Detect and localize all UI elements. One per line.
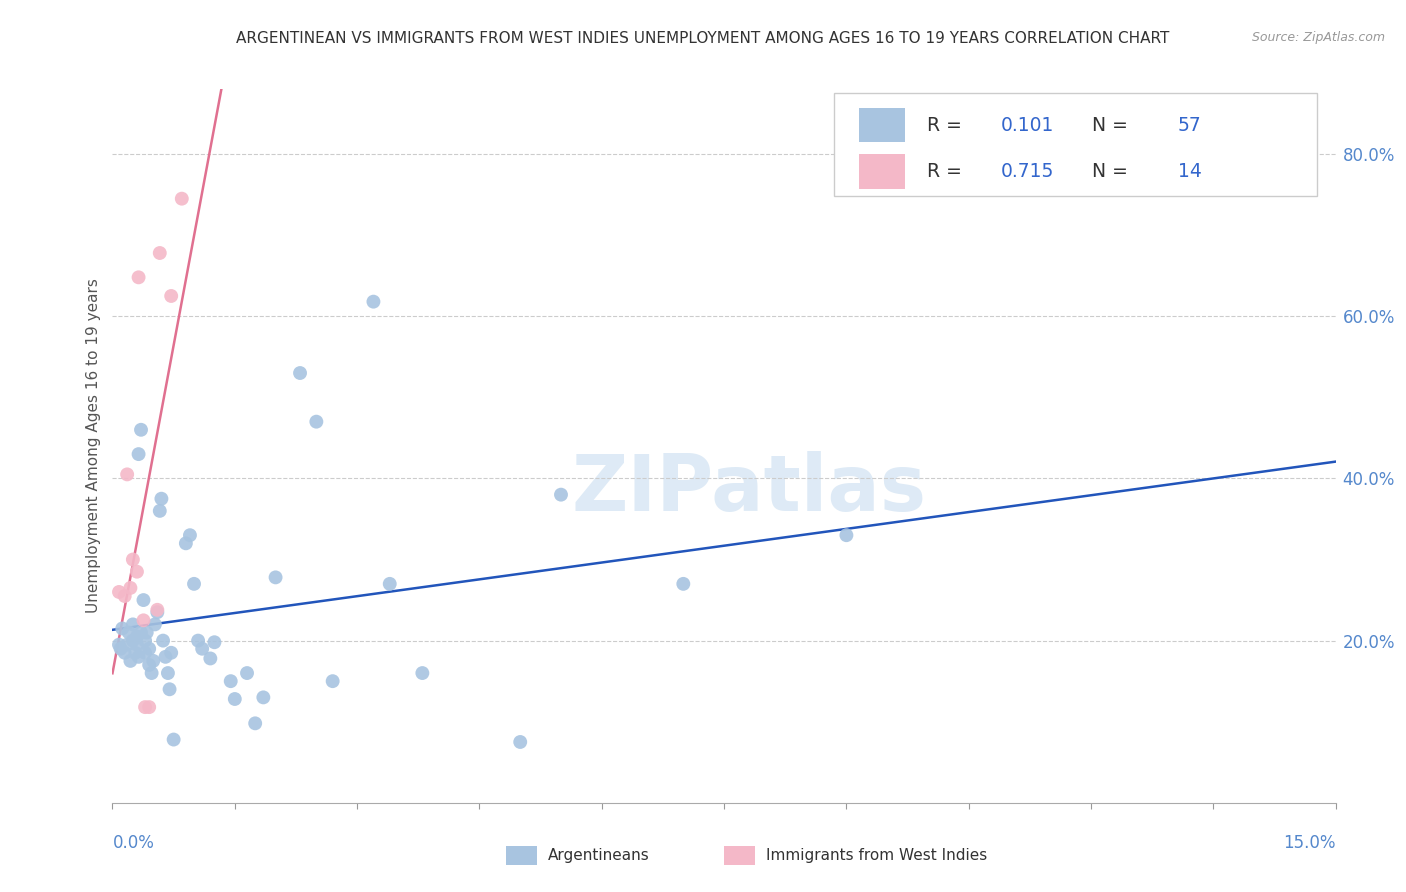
Point — [149, 246, 172, 260]
Point — [236, 666, 259, 681]
Point — [363, 294, 385, 309]
Point — [114, 589, 136, 603]
Point — [322, 674, 344, 689]
Point — [132, 613, 155, 627]
Point — [111, 622, 134, 636]
Point — [129, 625, 152, 640]
Point — [156, 666, 179, 681]
Point — [143, 617, 166, 632]
Text: 14: 14 — [1178, 162, 1202, 181]
Point — [288, 366, 311, 380]
Point — [141, 666, 163, 681]
Point — [120, 581, 142, 595]
Point — [124, 646, 146, 660]
Point — [149, 504, 172, 518]
Point — [135, 625, 157, 640]
Point — [138, 657, 160, 672]
Point — [125, 565, 148, 579]
Point — [129, 423, 152, 437]
Point — [159, 682, 181, 697]
Text: 15.0%: 15.0% — [1284, 834, 1336, 852]
Text: Source: ZipAtlas.com: Source: ZipAtlas.com — [1251, 31, 1385, 45]
Text: N =: N = — [1080, 116, 1133, 135]
Point — [672, 577, 695, 591]
Point — [187, 633, 209, 648]
Point — [115, 467, 138, 482]
Text: 0.0%: 0.0% — [112, 834, 155, 852]
Point — [108, 585, 131, 599]
Point — [183, 577, 205, 591]
Text: Immigrants from West Indies: Immigrants from West Indies — [766, 848, 987, 863]
FancyBboxPatch shape — [859, 108, 905, 143]
Point — [110, 641, 132, 656]
Point — [114, 646, 136, 660]
Text: 57: 57 — [1178, 116, 1202, 135]
FancyBboxPatch shape — [859, 154, 905, 188]
Point — [150, 491, 173, 506]
Point — [128, 447, 150, 461]
Point — [142, 654, 165, 668]
Point — [134, 700, 156, 714]
Text: 0.715: 0.715 — [1001, 162, 1054, 181]
Point — [125, 630, 148, 644]
Point — [411, 666, 433, 681]
Point — [245, 716, 267, 731]
Point — [146, 603, 169, 617]
Point — [128, 649, 150, 664]
Point — [252, 690, 274, 705]
Point — [160, 646, 183, 660]
Point — [108, 638, 131, 652]
Point — [174, 536, 197, 550]
Point — [160, 289, 183, 303]
Text: 0.101: 0.101 — [1001, 116, 1054, 135]
Point — [305, 415, 328, 429]
Point — [122, 617, 145, 632]
Text: Argentineans: Argentineans — [548, 848, 650, 863]
Point — [179, 528, 201, 542]
Point — [134, 633, 156, 648]
Y-axis label: Unemployment Among Ages 16 to 19 years: Unemployment Among Ages 16 to 19 years — [86, 278, 101, 614]
Point — [191, 641, 214, 656]
Point — [132, 593, 155, 607]
Point — [219, 674, 242, 689]
Point — [128, 270, 150, 285]
Point — [155, 649, 177, 664]
Point — [146, 605, 169, 619]
Text: ARGENTINEAN VS IMMIGRANTS FROM WEST INDIES UNEMPLOYMENT AMONG AGES 16 TO 19 YEAR: ARGENTINEAN VS IMMIGRANTS FROM WEST INDI… — [236, 31, 1170, 46]
Point — [138, 641, 160, 656]
Point — [509, 735, 531, 749]
Text: N =: N = — [1080, 162, 1133, 181]
Point — [118, 625, 141, 640]
Text: R =: R = — [927, 162, 967, 181]
Point — [122, 633, 145, 648]
Point — [115, 638, 138, 652]
Point — [200, 651, 222, 665]
Point — [378, 577, 401, 591]
Point — [835, 528, 858, 542]
Point — [152, 633, 174, 648]
Text: R =: R = — [927, 116, 967, 135]
Point — [170, 192, 193, 206]
FancyBboxPatch shape — [834, 93, 1317, 196]
Point — [204, 635, 226, 649]
Text: ZIPatlas: ZIPatlas — [571, 450, 927, 527]
Point — [122, 552, 145, 566]
Point — [163, 732, 186, 747]
Point — [138, 700, 160, 714]
Point — [120, 654, 142, 668]
Point — [125, 638, 148, 652]
Point — [134, 646, 156, 660]
Point — [264, 570, 287, 584]
Point — [224, 692, 246, 706]
Point — [550, 488, 572, 502]
